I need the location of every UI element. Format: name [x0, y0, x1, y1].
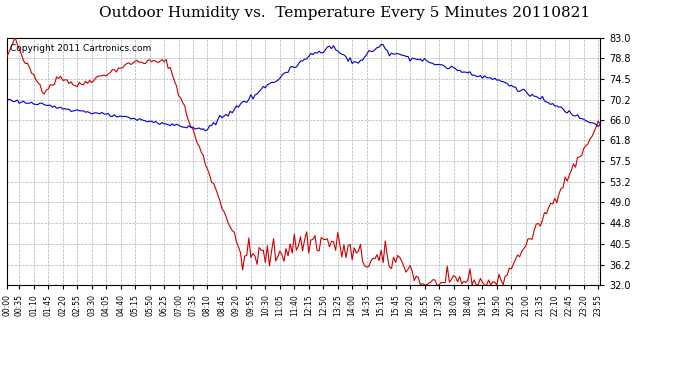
Text: Copyright 2011 Cartronics.com: Copyright 2011 Cartronics.com [10, 44, 151, 53]
Text: Outdoor Humidity vs.  Temperature Every 5 Minutes 20110821: Outdoor Humidity vs. Temperature Every 5… [99, 6, 591, 20]
